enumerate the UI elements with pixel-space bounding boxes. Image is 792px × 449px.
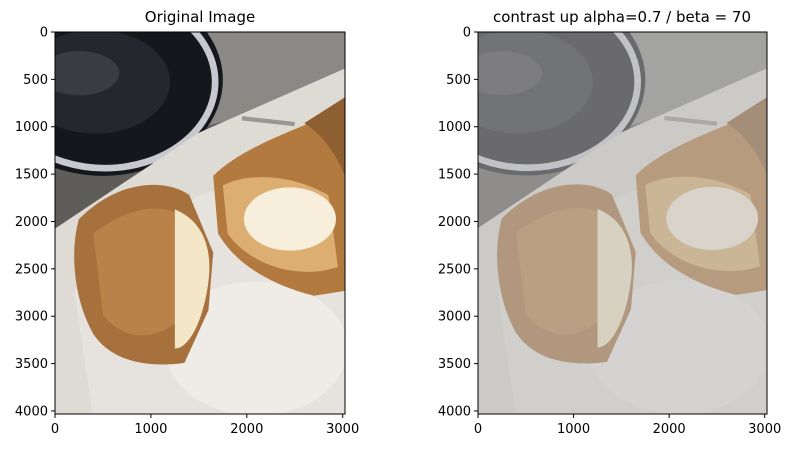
y-ticks: 0 500 1000 1500 2000 2500 3000 3500 4000 — [15, 26, 55, 419]
y-tick-label: 3500 — [438, 357, 471, 372]
y-tick-label: 0 — [463, 26, 471, 41]
x-tick-label: 1000 — [134, 422, 167, 437]
x-tick-label: 2000 — [653, 422, 686, 437]
x-ticks: 0 1000 2000 3000 — [51, 414, 359, 437]
panel-title: contrast up alpha=0.7 / beta = 70 — [493, 8, 751, 26]
x-ticks: 0 1000 2000 3000 — [474, 414, 781, 437]
x-tick-label: 3000 — [748, 422, 781, 437]
y-tick-label: 1000 — [438, 120, 471, 135]
original-image-panel: Original Image 0 1000 2000 3000 0 500 1000 150… — [0, 0, 359, 437]
contrast-adjusted-photo — [478, 32, 767, 414]
original-photo — [0, 0, 347, 419]
x-tick-label: 2000 — [230, 422, 263, 437]
axes-frame — [477, 31, 768, 415]
y-tick-label: 2500 — [15, 262, 48, 277]
y-tick-label: 1000 — [15, 120, 48, 135]
y-tick-label: 2000 — [438, 215, 471, 230]
y-tick-label: 2500 — [438, 262, 471, 277]
y-tick-label: 3000 — [438, 310, 471, 325]
x-tick-label: 0 — [474, 422, 482, 437]
axes-frame — [54, 31, 346, 415]
y-ticks: 0 500 1000 1500 2000 2500 3000 3500 4000 — [438, 26, 478, 419]
y-tick-label: 0 — [40, 26, 48, 41]
adjusted-image-panel: contrast up alpha=0.7 / beta = 70 0 1000 2… — [438, 8, 781, 437]
x-tick-label: 1000 — [557, 422, 590, 437]
y-tick-label: 500 — [446, 73, 471, 88]
y-tick-label: 3000 — [15, 310, 48, 325]
y-tick-label: 500 — [23, 73, 48, 88]
y-tick-label: 4000 — [438, 404, 471, 419]
y-tick-label: 1500 — [15, 168, 48, 183]
panel-title: Original Image — [145, 8, 255, 26]
y-tick-label: 1500 — [438, 168, 471, 183]
x-tick-label: 3000 — [326, 422, 359, 437]
y-tick-label: 2000 — [15, 215, 48, 230]
y-tick-label: 4000 — [15, 404, 48, 419]
x-tick-label: 0 — [51, 422, 59, 437]
y-tick-label: 3500 — [15, 357, 48, 372]
